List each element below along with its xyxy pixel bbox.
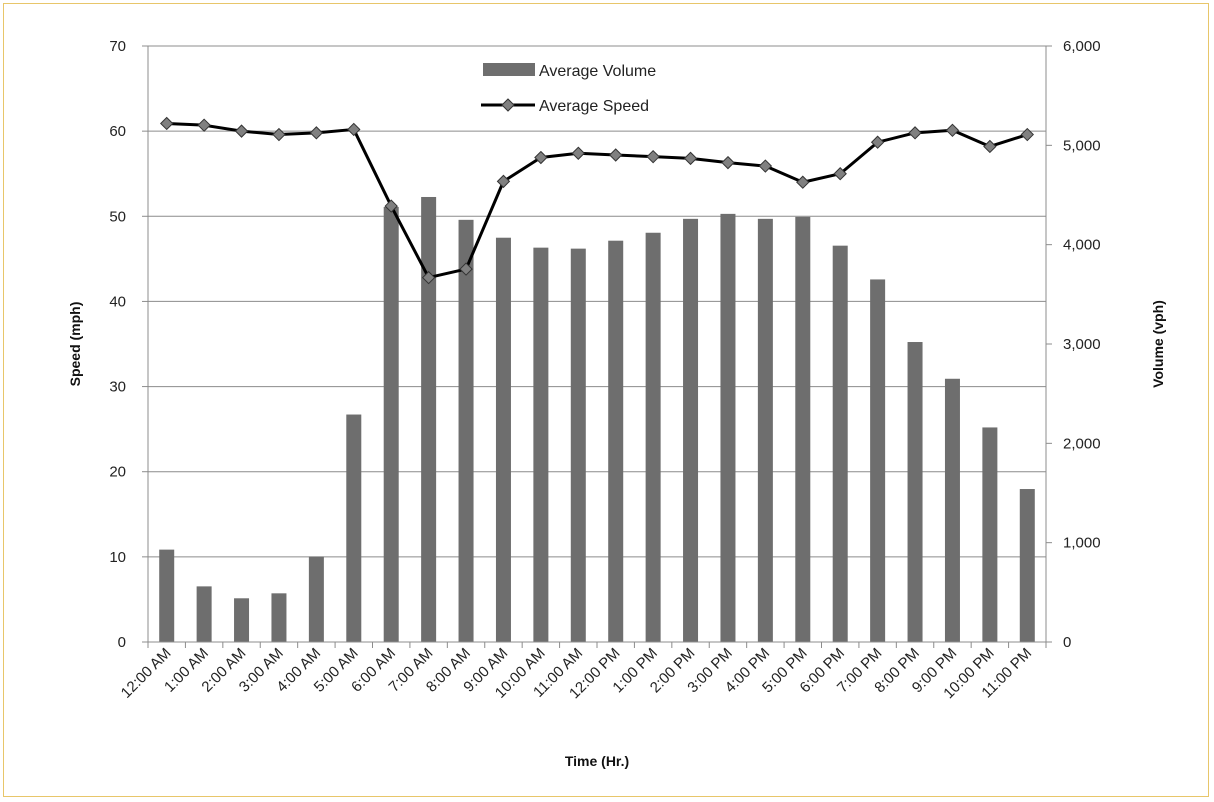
left-tick-label: 0	[118, 634, 126, 651]
volume-bar	[944, 378, 960, 642]
speed-point	[721, 155, 735, 170]
left-tick-label: 10	[109, 549, 126, 566]
speed-point	[197, 118, 211, 132]
volume-bar	[570, 248, 586, 642]
volume-bar	[271, 593, 287, 642]
volume-bars	[159, 196, 1035, 643]
x-axis-ticks: 12:00 AM1:00 AM2:00 AM3:00 AM4:00 AM5:00…	[118, 645, 1035, 702]
volume-bar	[608, 240, 624, 642]
right-tick-label: 0	[1063, 634, 1071, 651]
volume-bar	[907, 342, 923, 642]
volume-bar	[720, 213, 736, 642]
speed-point	[421, 270, 436, 285]
volume-bar	[234, 598, 250, 642]
volume-bar	[159, 549, 175, 642]
volume-bar	[683, 218, 699, 642]
speed-point	[160, 116, 174, 131]
left-tick-label: 20	[109, 464, 126, 481]
right-tick-label: 6,000	[1063, 38, 1101, 55]
right-tick-label: 4,000	[1063, 237, 1101, 254]
right-tick-label: 1,000	[1063, 535, 1101, 552]
volume-bar	[421, 196, 437, 642]
speed-point	[309, 126, 324, 140]
legend-volume-label: Average Volume	[539, 63, 656, 80]
right-tick-label: 2,000	[1063, 435, 1101, 452]
legend-speed-label: Average Speed	[539, 98, 649, 115]
volume-bar	[533, 247, 549, 642]
speed-point	[609, 148, 623, 162]
speed-point	[683, 151, 698, 166]
speed-line	[160, 116, 1034, 285]
speed-point	[347, 122, 361, 137]
volume-bar	[383, 206, 399, 643]
speed-point	[833, 167, 847, 181]
volume-bar	[1019, 489, 1035, 642]
left-axis-title: Speed (mph)	[67, 302, 83, 387]
axes	[142, 45, 1052, 648]
volume-bar	[645, 232, 661, 642]
speed-point	[646, 149, 660, 164]
left-tick-label: 40	[109, 293, 126, 310]
right-tick-label: 3,000	[1063, 336, 1101, 353]
volume-bar	[458, 219, 474, 643]
legend: Average Volume Average Speed	[481, 63, 656, 115]
right-tick-label: 5,000	[1063, 137, 1101, 154]
speed-point	[384, 199, 398, 213]
x-tick-label: 12:00 AM	[118, 645, 175, 702]
speed-point	[534, 150, 548, 165]
volume-bar	[346, 414, 362, 642]
speed-point	[870, 135, 885, 149]
x-axis-title: Time (Hr.)	[565, 753, 629, 769]
legend-speed-marker	[501, 98, 515, 112]
speed-point	[571, 146, 585, 160]
speed-series-line	[166, 121, 1028, 280]
speed-point	[459, 262, 473, 276]
left-tick-label: 60	[109, 123, 126, 140]
speed-point	[1020, 127, 1034, 142]
volume-bar	[757, 218, 773, 642]
legend-volume-swatch	[483, 63, 535, 76]
volume-bar	[870, 279, 886, 642]
speed-point	[758, 159, 773, 173]
left-tick-label: 50	[109, 208, 126, 225]
speed-point	[272, 127, 286, 142]
speed-point	[496, 174, 511, 189]
volume-bar	[196, 586, 212, 642]
speed-point	[796, 175, 810, 189]
volume-bar	[832, 245, 848, 642]
gridlines	[148, 45, 1046, 558]
volume-bar	[795, 216, 811, 642]
speed-point	[234, 124, 249, 138]
speed-point	[983, 139, 997, 154]
volume-bar	[495, 237, 511, 643]
right-axis-title: Volume (vph)	[1150, 300, 1166, 388]
left-axis-ticks: 0 10 20 30 40 50 60 70	[109, 38, 126, 651]
left-tick-label: 30	[109, 379, 126, 396]
left-tick-label: 70	[109, 38, 126, 55]
chart-frame	[3, 3, 1209, 797]
volume-bar	[308, 556, 324, 642]
speed-point	[908, 126, 922, 140]
volume-bar	[982, 427, 998, 642]
speed-point	[945, 123, 960, 137]
right-axis-ticks: 0 1,000 2,000 3,000 4,000 5,000 6,000	[1063, 38, 1101, 651]
